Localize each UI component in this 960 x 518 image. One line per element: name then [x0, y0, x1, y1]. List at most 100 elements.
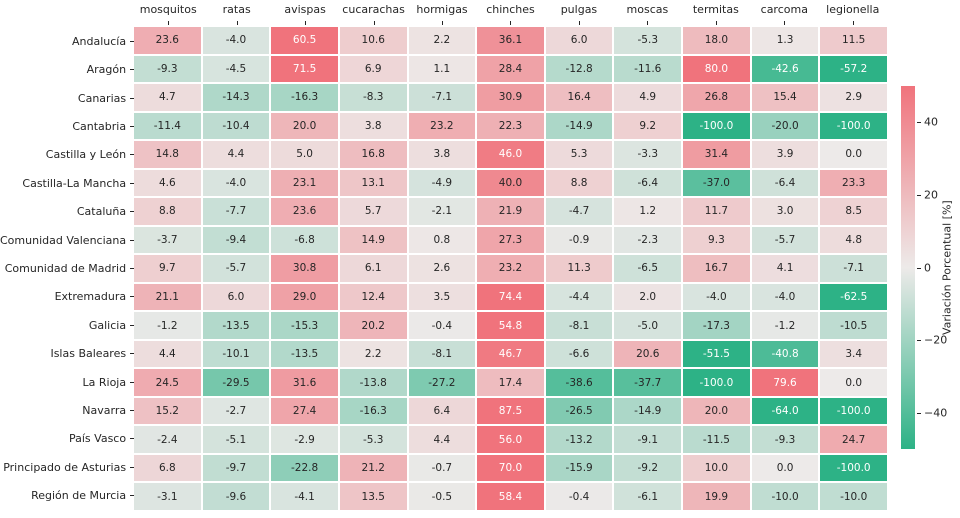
column-label-ratas: ratas [202, 0, 270, 27]
heatmap-cell: -4.0 [683, 283, 750, 311]
row-label-text: Cataluña [76, 205, 127, 219]
row-label-3: Cantabria [0, 112, 135, 140]
heatmap-cell: -5.1 [202, 426, 270, 453]
x-tick-mark [305, 21, 307, 25]
colorbar-axis-label: Variación Porcentual [%] [940, 200, 954, 335]
heatmap-cell: -10.5 [820, 312, 887, 339]
heatmap-cell: -57.2 [820, 55, 887, 83]
heatmap-cell: -0.9 [545, 226, 613, 254]
heatmap-cell: 56.0 [477, 426, 544, 453]
heatmap-cell: 12.4 [339, 283, 407, 311]
heatmap-cell: 23.2 [408, 112, 476, 140]
heatmap-cell: 26.8 [683, 84, 750, 111]
heatmap-cell: -9.3 [751, 426, 819, 453]
heatmap-cell: -64.0 [751, 397, 819, 425]
heatmap-cell: 6.1 [339, 255, 407, 282]
row-label-text: Comunidad Valenciana [0, 233, 127, 247]
heatmap-cell: 4.4 [134, 340, 201, 368]
heatmap-cell: -20.0 [751, 112, 819, 140]
row-label-1: Aragón [0, 55, 135, 83]
y-tick-mark [130, 381, 135, 383]
heatmap-cell: -13.2 [545, 426, 613, 453]
heatmap-cell: 28.4 [477, 55, 544, 83]
row-label-text: Islas Baleares [50, 347, 127, 361]
column-label-text: hormigas [416, 3, 468, 16]
x-tick-mark [852, 21, 854, 25]
heatmap-cell: -4.7 [545, 198, 613, 225]
heatmap-cell: 8.8 [545, 169, 613, 197]
y-tick-mark [130, 410, 135, 412]
heatmap-cell: 70.0 [477, 454, 544, 482]
heatmap-cell: -14.9 [614, 397, 682, 425]
heatmap-cell: 4.6 [134, 169, 201, 197]
heatmap-cell: -8.1 [545, 312, 613, 339]
x-tick-mark [647, 21, 649, 25]
heatmap-cell: 60.5 [271, 27, 338, 54]
heatmap-cell: 3.5 [408, 283, 476, 311]
column-label-text: moscas [626, 3, 669, 16]
row-labels: Andalucía Aragón Canarias Cantabria Castilla… [0, 27, 135, 510]
column-label-text: ratas [222, 3, 251, 16]
heatmap-cell: -27.2 [408, 369, 476, 396]
row-label-15: Principado de Asturias [0, 453, 135, 481]
heatmap-cell: -2.9 [271, 426, 338, 453]
heatmap-cell: -7.1 [408, 84, 476, 111]
row-label-text: Comunidad de Madrid [4, 261, 127, 275]
heatmap-cell: 19.9 [683, 483, 750, 510]
row-label-14: País Vasco [0, 425, 135, 453]
heatmap-cell: -51.5 [683, 340, 750, 368]
x-tick-mark [373, 21, 375, 25]
y-tick-mark [130, 324, 135, 326]
column-label-termitas: termitas [682, 0, 750, 27]
heatmap-cell: -4.5 [202, 55, 270, 83]
colorbar-tick-label: −40 [924, 406, 948, 420]
heatmap-cell: 3.0 [751, 198, 819, 225]
heatmap-grid: 23.6 -4.0 60.5 10.6 2.2 36.1 6.0 -5.3 18.0 1.3 11.… [134, 27, 887, 510]
colorbar-tick-mark [917, 194, 921, 196]
heatmap-cell: 4.1 [751, 255, 819, 282]
heatmap-cell: -0.4 [545, 483, 613, 510]
row-label-text: Extremadura [54, 290, 127, 304]
heatmap-cell: 2.2 [408, 27, 476, 54]
heatmap-cell: 46.0 [477, 141, 544, 168]
heatmap-cell: 1.1 [408, 55, 476, 83]
heatmap-cell: -42.6 [751, 55, 819, 83]
heatmap-cell: 15.4 [751, 84, 819, 111]
heatmap-cell: 10.0 [683, 454, 750, 482]
heatmap-cell: 74.4 [477, 283, 544, 311]
heatmap-cell: -10.1 [202, 340, 270, 368]
heatmap-cell: -37.7 [614, 369, 682, 396]
heatmap-cell: 21.2 [339, 454, 407, 482]
row-label-text: Galicia [88, 318, 127, 332]
heatmap-cell: 6.4 [408, 397, 476, 425]
heatmap-cell: -16.3 [271, 84, 338, 111]
heatmap-cell: -5.7 [751, 226, 819, 254]
heatmap-cell: -12.8 [545, 55, 613, 83]
row-label-text: País Vasco [69, 432, 127, 446]
heatmap-cell: -10.4 [202, 112, 270, 140]
heatmap-cell: -6.1 [614, 483, 682, 510]
heatmap-cell: -4.9 [408, 169, 476, 197]
heatmap-cell: -7.7 [202, 198, 270, 225]
heatmap-cell: -4.0 [751, 283, 819, 311]
heatmap-cell: 2.2 [339, 340, 407, 368]
colorbar-tick-mark [917, 267, 921, 269]
row-label-text: Principado de Asturias [3, 460, 127, 474]
row-label-text: Andalucía [72, 34, 127, 48]
heatmap-cell: 14.8 [134, 141, 201, 168]
row-label-5: Castilla-La Mancha [0, 169, 135, 197]
y-tick-mark [130, 40, 135, 42]
heatmap-cell: 16.4 [545, 84, 613, 111]
heatmap-cell: 23.6 [134, 27, 201, 54]
heatmap-cell: 16.8 [339, 141, 407, 168]
heatmap-cell: 20.2 [339, 312, 407, 339]
row-label-4: Castilla y León [0, 141, 135, 169]
y-tick-mark [130, 239, 135, 241]
x-tick-mark [578, 21, 580, 25]
heatmap-cell: 14.9 [339, 226, 407, 254]
heatmap-cell: -10.0 [820, 483, 887, 510]
row-label-text: Castilla y León [45, 148, 127, 162]
heatmap-cell: -100.0 [820, 397, 887, 425]
column-label-avispas: avispas [271, 0, 339, 27]
heatmap-cell: -11.4 [134, 112, 201, 140]
